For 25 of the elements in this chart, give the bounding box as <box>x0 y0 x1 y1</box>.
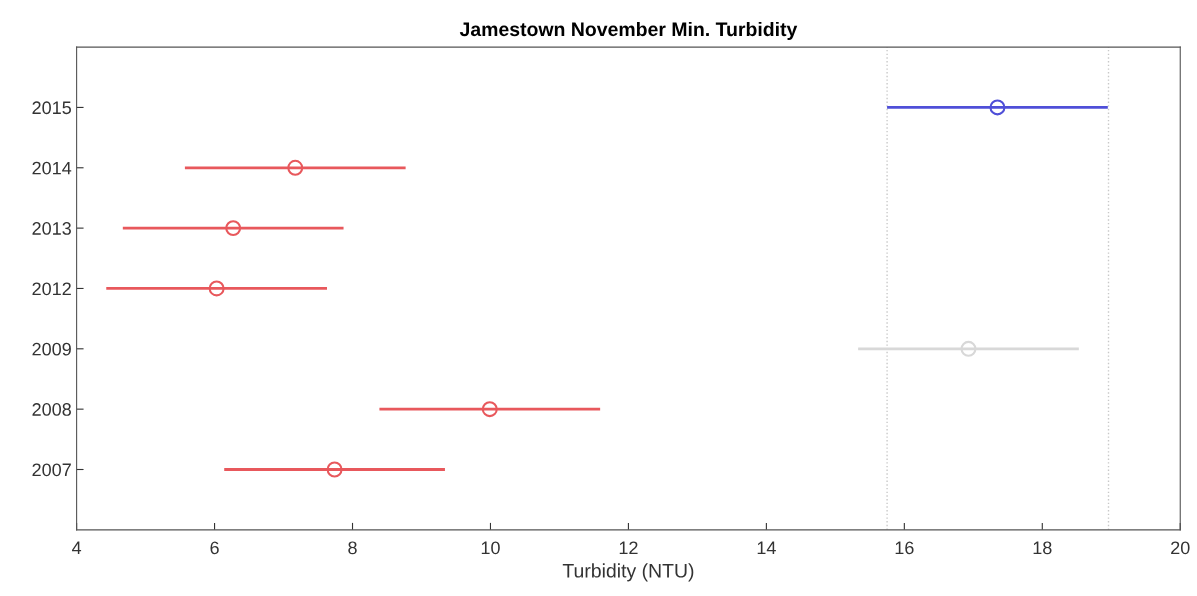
point <box>208 280 225 297</box>
x-tick-label: 18 <box>1033 541 1052 555</box>
x-tick-label: 16 <box>895 541 914 555</box>
point <box>989 99 1006 116</box>
x-tick-label: 10 <box>481 541 500 555</box>
y-tick-label: 2012 <box>32 282 71 296</box>
y-tick-label: 2008 <box>32 403 71 416</box>
y-tick-label: 2007 <box>32 463 71 477</box>
point <box>326 461 343 478</box>
x-tick-label: 8 <box>348 541 357 555</box>
point <box>225 220 242 237</box>
x-axis-title: Turbidity (NTU) <box>562 563 694 582</box>
point <box>287 159 304 176</box>
x-tick-label: 14 <box>757 541 776 555</box>
x-tick-label: 6 <box>210 541 219 555</box>
y-tick-label: 2013 <box>32 222 71 235</box>
point <box>960 340 977 357</box>
y-tick-label: 2015 <box>32 101 71 115</box>
point <box>481 401 498 418</box>
y-tick-label: 2009 <box>32 342 71 356</box>
y-tick-label: 2014 <box>32 161 72 175</box>
chart-title: Jamestown November Min. Turbidity <box>459 21 798 41</box>
x-tick-label: 4 <box>72 541 82 555</box>
x-tick-label: 12 <box>619 541 638 555</box>
x-tick-label: 20 <box>1171 541 1190 555</box>
